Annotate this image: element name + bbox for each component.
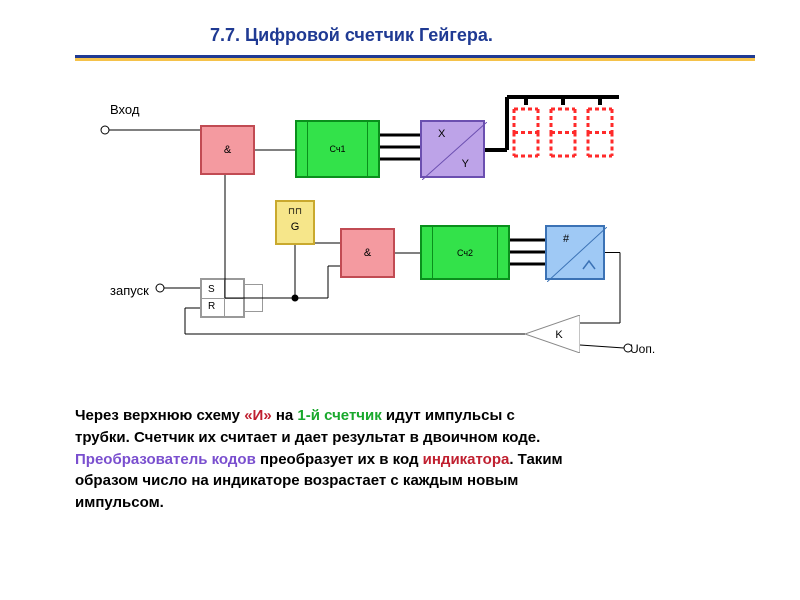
counter-2: Сч2	[420, 225, 510, 280]
seven-segment-display	[510, 105, 621, 160]
digit-2	[547, 105, 579, 160]
digit-1	[510, 105, 542, 160]
uop-label: Uоп.	[630, 342, 655, 356]
dac-block: #	[545, 225, 605, 280]
sr-latch: S R	[200, 278, 245, 318]
comparator-label: K	[555, 329, 563, 341]
xy-y-label: Y	[462, 158, 469, 170]
title-underline-bottom	[75, 58, 755, 61]
sr-s-label: S	[208, 284, 215, 295]
xy-x-label: X	[438, 128, 445, 140]
and-gate-1: &	[200, 125, 255, 175]
description-text: Через верхнюю схему «И» на 1-й счетчик и…	[75, 405, 725, 514]
sr-output-ext	[245, 284, 263, 312]
generator: ⊓⊓ G	[275, 200, 315, 245]
xy-decoder: X Y	[420, 120, 485, 178]
counter-1: Сч1	[295, 120, 380, 178]
display-bus	[507, 95, 619, 99]
start-label: запуск	[110, 283, 149, 298]
and-gate-2: &	[340, 228, 395, 278]
digit-3	[584, 105, 616, 160]
pulse-icon: ⊓⊓	[288, 206, 302, 217]
comparator: K	[525, 315, 580, 353]
input-label: Вход	[110, 102, 139, 117]
sr-r-label: R	[208, 301, 215, 312]
section-title: 7.7. Цифровой счетчик Гейгера.	[210, 25, 493, 46]
